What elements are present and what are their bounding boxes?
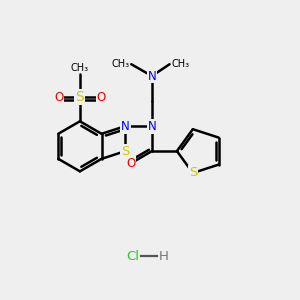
Text: CH₃: CH₃ bbox=[171, 59, 189, 69]
Text: N: N bbox=[121, 120, 130, 133]
Text: N: N bbox=[148, 120, 156, 133]
Text: Cl: Cl bbox=[127, 250, 140, 262]
Text: S: S bbox=[189, 167, 197, 179]
Text: S: S bbox=[76, 90, 84, 104]
Text: N: N bbox=[148, 70, 156, 83]
Text: H: H bbox=[159, 250, 169, 262]
Text: S: S bbox=[121, 145, 130, 158]
Text: O: O bbox=[126, 157, 135, 170]
Text: O: O bbox=[54, 91, 63, 103]
Text: CH₃: CH₃ bbox=[112, 59, 130, 69]
Text: O: O bbox=[97, 91, 106, 103]
Text: CH₃: CH₃ bbox=[71, 63, 89, 73]
